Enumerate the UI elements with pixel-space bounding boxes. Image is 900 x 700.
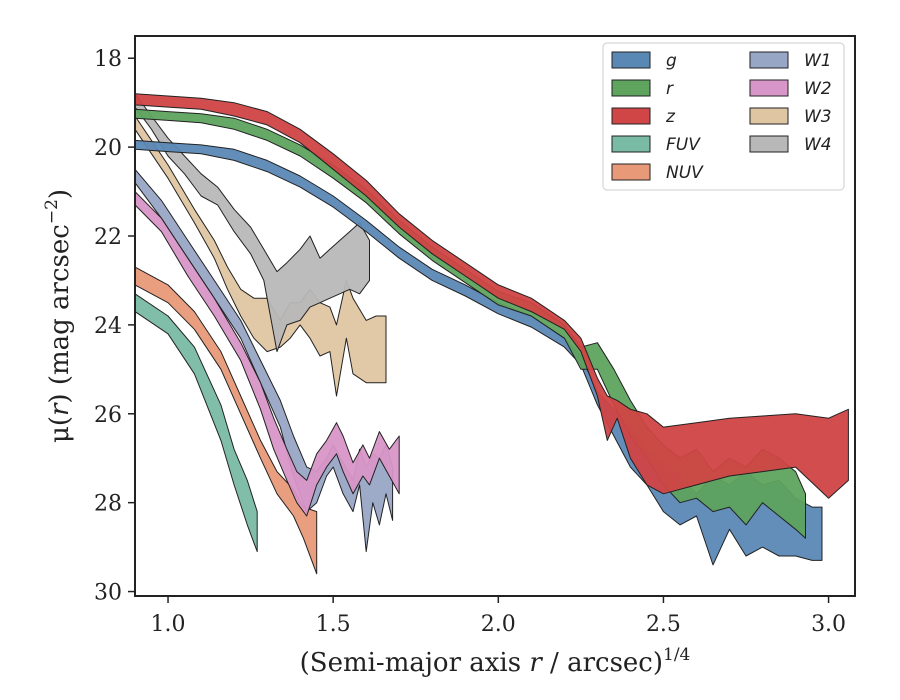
- band-z: [134, 93, 849, 499]
- legend-label: NUV: [666, 163, 704, 183]
- legend-item-w1: W1: [749, 51, 832, 71]
- x-tick-label: 2.5: [646, 612, 681, 637]
- legend-swatch: [749, 135, 789, 153]
- x-tick-label: 1.5: [316, 612, 351, 637]
- y-tick-label: 30: [94, 581, 122, 606]
- legend-label: W1: [804, 51, 832, 71]
- legend-swatch: [611, 51, 651, 69]
- y-tick-label: 18: [94, 47, 122, 72]
- legend-swatch: [611, 79, 651, 97]
- legend-item-r: r: [611, 79, 674, 99]
- legend-item-g: g: [611, 51, 677, 71]
- y-tick-label: 22: [94, 225, 122, 250]
- band-nuv: [134, 266, 318, 575]
- y-axis-ticks: 18 20 22 24 26 28 30: [94, 47, 135, 606]
- legend-item-fuv: FUV: [611, 135, 701, 155]
- plot-frame: [134, 35, 856, 597]
- x-tick-label: 2.0: [481, 612, 516, 637]
- y-tick-label: 24: [94, 314, 122, 339]
- y-tick-label: 26: [94, 403, 122, 428]
- y-tick-label: 28: [94, 492, 122, 517]
- band-w3: [134, 115, 387, 397]
- legend-label: W3: [804, 107, 832, 127]
- y-tick-label: 20: [94, 136, 122, 161]
- legend-item-w2: W2: [749, 79, 832, 99]
- legend-swatch: [611, 163, 651, 181]
- legend-label: z: [665, 107, 676, 127]
- legend-label: FUV: [666, 135, 701, 155]
- legend-item-nuv: NUV: [611, 163, 704, 183]
- x-axis-ticks: 1.0 1.5 2.0 2.5 3.0: [151, 596, 846, 637]
- legend-label: W4: [804, 135, 832, 155]
- legend-swatch: [749, 79, 789, 97]
- y-axis-label: μ(r) (mag arcsec−2): [42, 189, 75, 443]
- x-tick-label: 3.0: [811, 612, 846, 637]
- legend-label: g: [666, 51, 677, 71]
- legend-swatch: [611, 107, 651, 125]
- band-fuv: [134, 293, 258, 553]
- legend-item-w3: W3: [749, 107, 832, 127]
- legend-label: W2: [804, 79, 832, 99]
- profile-bands: [134, 93, 849, 575]
- x-axis-label: (Semi-major axis r / arcsec)1/4: [300, 645, 691, 678]
- chart-legend: grz FUV NUV W1 W2 W3 W4: [602, 42, 845, 191]
- band-w2: [134, 191, 400, 517]
- legend-swatch: [749, 51, 789, 69]
- legend-swatch: [611, 135, 651, 153]
- legend-item-w4: W4: [749, 135, 832, 155]
- band-w4: [134, 93, 370, 353]
- legend-item-z: z: [611, 107, 676, 127]
- legend-label: r: [666, 79, 674, 99]
- legend-swatch: [749, 107, 789, 125]
- x-tick-label: 1.0: [151, 612, 186, 637]
